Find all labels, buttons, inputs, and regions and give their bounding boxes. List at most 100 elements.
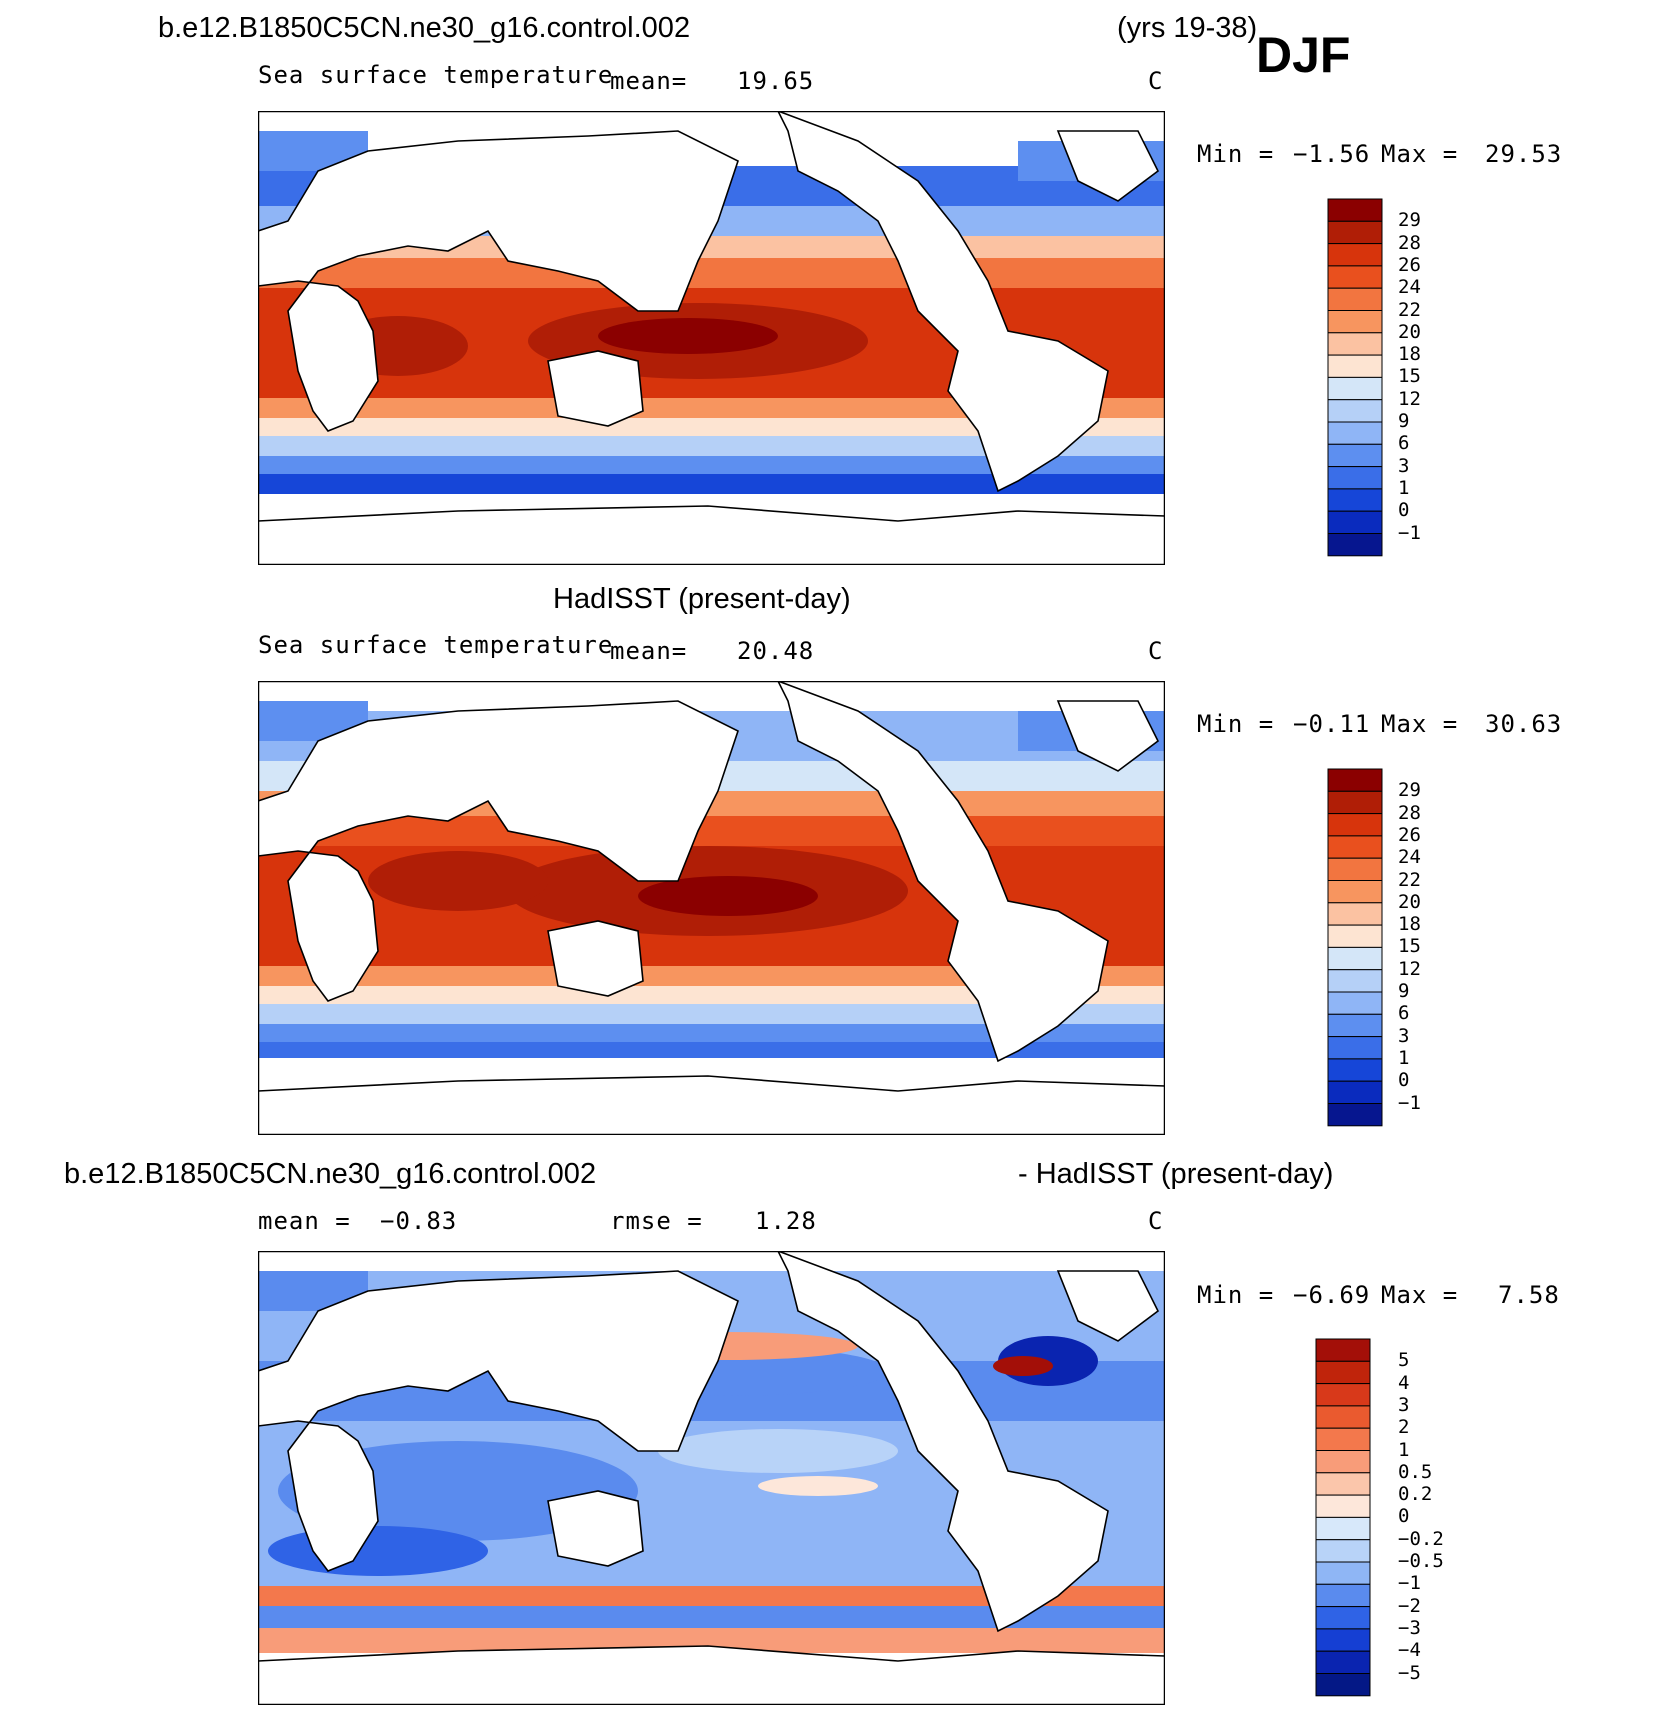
- season-label: DJF: [1256, 27, 1351, 83]
- colorbar-swatch: [1327, 354, 1383, 378]
- colorbar-tick-label: 28: [1398, 231, 1421, 254]
- colorbar-tick-label: 6: [1398, 1002, 1410, 1025]
- colorbar-tick-label: 29: [1398, 779, 1421, 802]
- colorbar-tick-label: 24: [1398, 846, 1421, 869]
- colorbar-swatch: [1315, 1338, 1371, 1362]
- colorbar-tick-label: −0.5: [1398, 1550, 1444, 1572]
- panel3-max-label: Max =: [1381, 1281, 1459, 1309]
- colorbar-swatch: [1327, 510, 1383, 535]
- colorbar-tick-label: 18: [1398, 913, 1421, 936]
- colorbar-swatch: [1327, 243, 1383, 267]
- panel3-colorbar: [1315, 1338, 1371, 1697]
- panel3-title-right: - HadISST (present-day): [1018, 1158, 1334, 1190]
- panel2-variable: Sea surface temperature: [258, 631, 614, 659]
- colorbar-swatch: [1315, 1583, 1371, 1608]
- colorbar-tick-label: −3: [1398, 1616, 1421, 1639]
- land-masses: [258, 1251, 1165, 1705]
- colorbar-swatch: [1315, 1405, 1371, 1429]
- colorbar-tick-label: 26: [1398, 253, 1421, 276]
- colorbar-tick-label: 9: [1398, 410, 1410, 432]
- colorbar-tick-label: 4: [1398, 1371, 1410, 1394]
- panel1-max-value: 29.53: [1485, 140, 1563, 168]
- panel1-colorbar: [1327, 198, 1383, 557]
- colorbar-swatch: [1327, 969, 1383, 993]
- colorbar-swatch: [1327, 1058, 1383, 1082]
- colorbar-tick-label: 1: [1398, 1046, 1410, 1069]
- colorbar-tick-label: 1: [1398, 1438, 1410, 1461]
- colorbar-swatch: [1315, 1383, 1371, 1407]
- map-frame: [258, 1251, 1165, 1705]
- colorbar-tick-label: 5: [1398, 1349, 1410, 1372]
- colorbar-swatch: [1327, 332, 1383, 356]
- colorbar-tick-label: −0.2: [1398, 1527, 1444, 1550]
- colorbar-tick-label: −4: [1398, 1639, 1421, 1662]
- panel2-units: C: [1148, 637, 1164, 665]
- panel1-variable: Sea surface temperature: [258, 61, 614, 89]
- colorbar-tick-label: 9: [1398, 980, 1410, 1002]
- panel2-title: HadISST (present-day): [553, 583, 851, 615]
- colorbar-tick-label: 15: [1398, 365, 1421, 388]
- panel1-units: C: [1148, 67, 1164, 95]
- panel3-mean-label: mean =: [258, 1207, 351, 1235]
- colorbar-tick-label: 3: [1398, 454, 1410, 477]
- colorbar-tick-label: 20: [1398, 890, 1421, 913]
- colorbar-swatch: [1315, 1650, 1371, 1675]
- panel3-mean-value: −0.83: [380, 1207, 458, 1235]
- colorbar-swatch: [1327, 488, 1383, 512]
- colorbar-tick-label: 3: [1398, 1024, 1410, 1047]
- panel2-mean-label: mean=: [610, 637, 688, 665]
- colorbar-tick-label: −2: [1398, 1594, 1421, 1617]
- colorbar-swatch: [1315, 1360, 1371, 1385]
- case-title: b.e12.B1850C5CN.ne30_g16.control.002: [158, 12, 691, 44]
- panel1-min-label: Min =: [1197, 140, 1275, 168]
- colorbar-swatch: [1327, 991, 1383, 1015]
- colorbar-swatch: [1327, 813, 1383, 837]
- colorbar-swatch: [1327, 443, 1383, 468]
- colorbar-swatch: [1327, 399, 1383, 423]
- colorbar-swatch: [1315, 1606, 1371, 1630]
- panel3-min-label: Min =: [1197, 1281, 1275, 1309]
- colorbar-tick-label: −1: [1398, 1572, 1421, 1595]
- panel1-mean-label: mean=: [610, 67, 688, 95]
- panel2-min-label: Min =: [1197, 710, 1275, 738]
- colorbar-swatch: [1315, 1472, 1371, 1496]
- panel1-min-value: −1.56: [1293, 140, 1371, 168]
- panel2-map: [258, 681, 1165, 1135]
- panel2-max-value: 30.63: [1485, 710, 1563, 738]
- colorbar-tick-label: 2: [1398, 1416, 1410, 1439]
- colorbar-swatch: [1327, 857, 1383, 881]
- colorbar-swatch: [1327, 287, 1383, 311]
- land-masses: [258, 681, 1165, 1135]
- colorbar-swatch: [1327, 768, 1383, 792]
- colorbar-swatch: [1315, 1516, 1371, 1541]
- colorbar-tick-label: 12: [1398, 957, 1421, 980]
- panel3-rmse-label: rmse =: [610, 1207, 703, 1235]
- land-masses: [258, 111, 1165, 565]
- colorbar-swatch: [1327, 533, 1383, 557]
- colorbar-tick-label: 20: [1398, 320, 1421, 343]
- panel3-max-value: 7.58: [1498, 1281, 1560, 1309]
- colorbar-swatch: [1327, 835, 1383, 859]
- colorbar-swatch: [1327, 198, 1383, 222]
- colorbar-tick-label: −1: [1398, 521, 1421, 544]
- colorbar-swatch: [1327, 1036, 1383, 1060]
- colorbar-tick-label: 29: [1398, 209, 1421, 232]
- colorbar-tick-label: 26: [1398, 823, 1421, 846]
- map-frame: [258, 681, 1165, 1135]
- colorbar-swatch: [1327, 220, 1383, 245]
- colorbar-swatch: [1327, 1013, 1383, 1038]
- colorbar-swatch: [1327, 902, 1383, 926]
- panel1-mean-value: 19.65: [737, 67, 815, 95]
- panel1-max-label: Max =: [1381, 140, 1459, 168]
- years-label: (yrs 19-38): [1117, 12, 1258, 44]
- panel3-min-value: −6.69: [1293, 1281, 1371, 1309]
- colorbar-tick-label: −1: [1398, 1091, 1421, 1114]
- colorbar-tick-label: 24: [1398, 276, 1421, 299]
- colorbar-swatch: [1327, 924, 1383, 948]
- colorbar-swatch: [1315, 1673, 1371, 1697]
- panel3-rmse-value: 1.28: [755, 1207, 817, 1235]
- colorbar-swatch: [1327, 376, 1383, 401]
- panel1-map: [258, 111, 1165, 565]
- colorbar-swatch: [1327, 265, 1383, 289]
- colorbar-tick-label: 22: [1398, 298, 1421, 321]
